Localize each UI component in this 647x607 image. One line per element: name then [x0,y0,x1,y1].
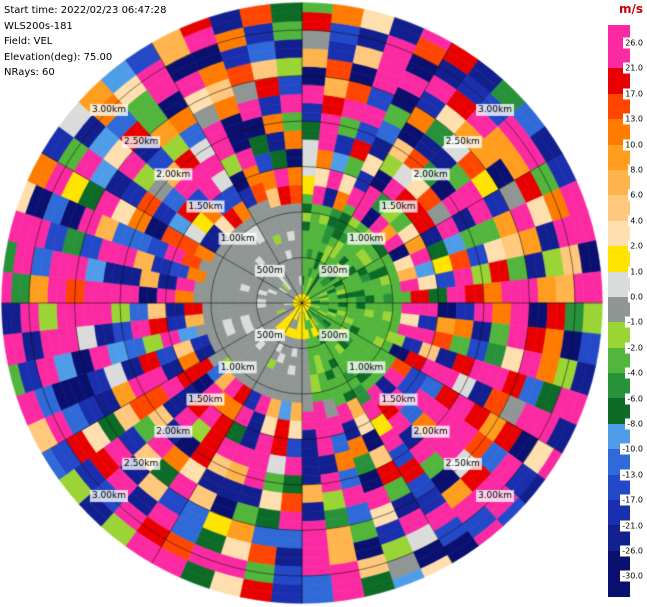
elevation-text: Elevation(deg): 75.00 [4,51,113,63]
colorbar-segment [608,144,630,170]
start-time-text: Start time: 2022/02/23 06:47:28 [4,5,167,16]
colorbar-tick-labels: 26.0 21.0 17.0 13.0 10.0 8.0 6.0 4.0 2.0 1.0 0.0 -1… [600,0,646,607]
colorbar-tick-label: -2.0 [625,342,645,354]
colorbar-tick-label: -26.0 [620,545,645,557]
colorbar-segment [608,322,630,348]
colorbar-tick-label: -1.0 [625,316,645,328]
colorbar-segment [608,169,630,196]
colorbar-segment [608,195,630,221]
nrays-text: NRays: 60 [4,67,55,78]
plot-header: Start time: 2022/02/23 06:47:28 WLS200s-… [4,3,166,81]
colorbar-segment [608,474,630,501]
colorbar-segment [608,43,630,69]
colorbar-segment [608,500,630,526]
colorbar-tick-label: -13.0 [620,469,645,481]
colorbar-tick-label: -6.0 [625,393,645,405]
colorbar-tick-label: 2.0 [628,240,645,252]
colorbar-segment [608,119,630,145]
colorbar-segment [608,296,630,323]
colorbar [608,25,630,598]
colorbar-tick-label: -4.0 [625,367,645,379]
colorbar-segment [608,423,630,450]
colorbar-segment [608,347,630,374]
colorbar-tick-label: 1.0 [628,266,645,278]
colorbar-segment [608,550,630,577]
colorbar-tick-label: 13.0 [623,113,645,125]
colorbar-tick-label: -21.0 [620,520,645,532]
colorbar-segment [608,93,630,120]
colorbar-tick-label: 26.0 [623,37,645,49]
colorbar-segment [608,398,630,424]
colorbar-tick-label: -17.0 [620,494,645,506]
colorbar-tick-label: 21.0 [623,62,645,74]
colorbar-segment [608,271,630,297]
instrument-text: WLS200s-181 [4,20,73,32]
colorbar-tick-label: -10.0 [620,443,645,455]
field-text: Field: VEL [4,36,53,47]
colorbar-segment [608,246,630,272]
colorbar-tick-label: -30.0 [620,570,645,582]
colorbar-segment [608,449,630,475]
colorbar-segment [608,220,630,247]
colorbar-unit-label: m/s [618,2,643,16]
colorbar-tick-label: -8.0 [625,418,645,430]
colorbar-segment [608,68,630,94]
colorbar-tick-label: 6.0 [628,189,645,201]
colorbar-tick-label: 8.0 [628,164,645,176]
colorbar-tick-label: 0.0 [628,291,645,303]
colorbar-segment [608,525,630,551]
colorbar-segment [608,373,630,399]
colorbar-tick-label: 4.0 [628,215,645,227]
colorbar-tick-label: 10.0 [623,139,645,151]
colorbar-tick-label: 17.0 [623,88,645,100]
